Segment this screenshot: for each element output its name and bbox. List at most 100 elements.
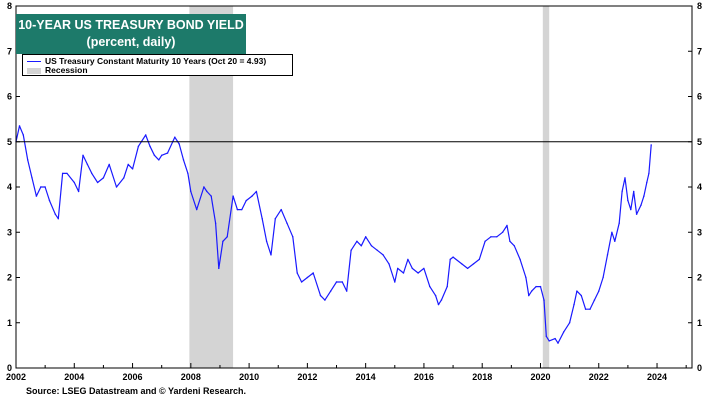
data-point bbox=[440, 299, 443, 301]
data-point bbox=[446, 285, 448, 288]
y-tick-label-right: 7 bbox=[697, 46, 702, 56]
y-axis-right: 0 1 2 3 4 5 6 7 8 bbox=[688, 1, 702, 373]
data-point bbox=[341, 281, 343, 283]
y-tick-label-right: 8 bbox=[697, 1, 702, 11]
data-point bbox=[506, 224, 508, 227]
x-tick-label: 2020 bbox=[530, 372, 550, 382]
y-tick-label-right: 1 bbox=[697, 318, 702, 328]
data-point bbox=[335, 281, 338, 283]
y-tick-label-right: 3 bbox=[697, 227, 702, 237]
x-tick-label: 2022 bbox=[589, 372, 609, 382]
data-point bbox=[127, 163, 129, 166]
data-point bbox=[519, 258, 521, 261]
data-point bbox=[509, 240, 511, 242]
data-point bbox=[576, 290, 578, 292]
data-point bbox=[624, 177, 626, 179]
y-tick-label-left: 7 bbox=[7, 46, 12, 56]
data-point bbox=[397, 267, 399, 270]
data-point bbox=[292, 236, 294, 238]
data-point bbox=[218, 267, 220, 270]
data-point bbox=[611, 231, 613, 233]
data-point bbox=[618, 222, 620, 224]
legend-box-swatch bbox=[27, 67, 41, 74]
y-tick-label-right: 4 bbox=[697, 182, 702, 192]
chart-subtitle: (percent, daily) bbox=[86, 35, 176, 49]
y-tick-label-left: 4 bbox=[7, 182, 12, 192]
data-point bbox=[203, 186, 205, 188]
data-point bbox=[210, 195, 212, 197]
chart-title: 10-YEAR US TREASURY BOND YIELD bbox=[18, 18, 244, 32]
x-tick-label: 2004 bbox=[64, 372, 84, 382]
data-point bbox=[123, 177, 125, 179]
data-point bbox=[484, 240, 486, 242]
data-point bbox=[407, 258, 409, 261]
legend: US Treasury Constant Maturity 10 Years (… bbox=[22, 54, 293, 76]
data-point bbox=[627, 199, 629, 202]
data-point bbox=[255, 190, 258, 193]
data-point bbox=[131, 168, 134, 170]
data-point bbox=[178, 143, 180, 145]
data-point bbox=[261, 218, 263, 220]
data-point bbox=[539, 285, 542, 288]
data-point bbox=[145, 134, 147, 136]
y-tick-label-left: 0 bbox=[7, 363, 12, 373]
data-point bbox=[158, 159, 160, 161]
recession-band-2 bbox=[542, 6, 550, 368]
data-point bbox=[82, 154, 84, 156]
data-point bbox=[650, 144, 652, 146]
data-point bbox=[300, 281, 303, 283]
data-point bbox=[153, 154, 156, 156]
data-point bbox=[614, 240, 616, 242]
x-tick-label: 2014 bbox=[356, 372, 376, 382]
data-point bbox=[182, 159, 185, 161]
legend-label-series: US Treasury Constant Maturity 10 Years (… bbox=[45, 56, 267, 66]
data-point bbox=[222, 240, 224, 242]
data-point bbox=[543, 299, 545, 301]
data-point bbox=[44, 186, 46, 188]
data-point bbox=[376, 249, 378, 251]
data-point bbox=[449, 258, 451, 261]
data-point bbox=[346, 290, 348, 292]
y-tick-label-left: 3 bbox=[7, 227, 12, 237]
data-point bbox=[568, 322, 571, 324]
y-tick-label-left: 1 bbox=[7, 318, 12, 328]
data-point bbox=[245, 199, 247, 202]
y-tick-label-left: 2 bbox=[7, 273, 12, 283]
data-point bbox=[648, 172, 650, 175]
data-point bbox=[232, 195, 234, 197]
data-point bbox=[312, 272, 314, 274]
data-point bbox=[73, 181, 76, 184]
data-point bbox=[280, 208, 282, 211]
data-point bbox=[206, 190, 208, 193]
data-point bbox=[646, 181, 648, 184]
y-tick-label-left: 8 bbox=[7, 1, 12, 11]
data-point bbox=[640, 204, 642, 206]
data-point bbox=[214, 222, 217, 224]
y-axis-left: 0 1 2 3 4 5 6 7 8 bbox=[7, 1, 20, 373]
y-tick-label-right: 2 bbox=[697, 273, 702, 283]
data-point bbox=[226, 236, 228, 238]
source-note: Source: LSEG Datastream and © Yardeni Re… bbox=[26, 386, 247, 396]
data-point bbox=[370, 245, 373, 247]
data-point bbox=[166, 152, 169, 154]
data-point bbox=[557, 342, 559, 344]
y-tick-label-right: 0 bbox=[697, 363, 702, 373]
data-point bbox=[350, 249, 352, 251]
data-point bbox=[296, 272, 298, 274]
data-point bbox=[635, 213, 638, 215]
data-point bbox=[531, 290, 533, 292]
x-tick-label: 2016 bbox=[414, 372, 434, 382]
data-point bbox=[602, 276, 604, 279]
data-point bbox=[496, 236, 498, 238]
data-point bbox=[633, 190, 635, 193]
data-point bbox=[513, 245, 515, 247]
data-point bbox=[584, 308, 587, 310]
data-point bbox=[149, 145, 151, 147]
data-point bbox=[236, 208, 239, 211]
data-point bbox=[452, 256, 454, 258]
x-axis: 2002 2004 2006 2008 2010 2012 2014 2016 2018 2020… bbox=[6, 363, 687, 382]
data-point bbox=[365, 236, 367, 238]
data-point bbox=[402, 272, 405, 274]
data-point bbox=[545, 335, 547, 337]
data-point bbox=[137, 145, 140, 147]
